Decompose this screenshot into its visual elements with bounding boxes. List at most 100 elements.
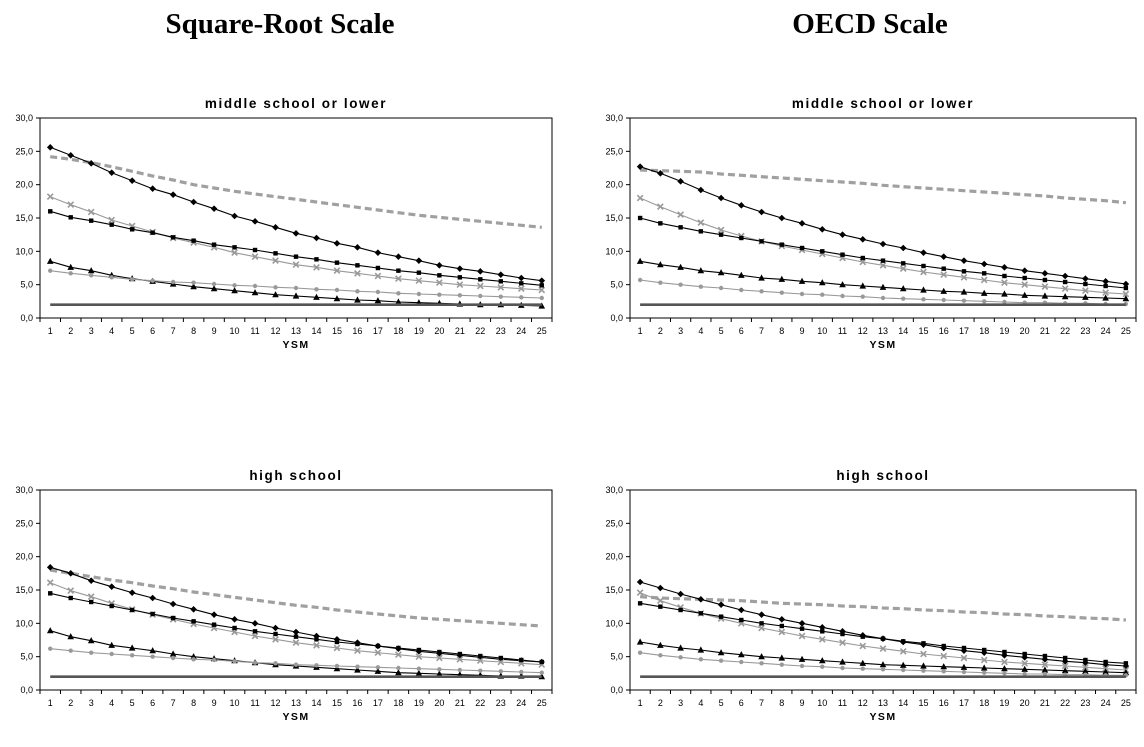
data-point-triangle [697, 646, 705, 653]
data-point-triangle [354, 296, 361, 303]
data-point-dot [982, 670, 987, 675]
data-point-dot [150, 278, 155, 283]
data-point-square [718, 232, 724, 237]
data-point-triangle [210, 285, 218, 292]
data-point-square [375, 265, 381, 271]
x-tick-label: 20 [1020, 698, 1030, 708]
data-point-diamond [1041, 270, 1049, 277]
data-point-square [89, 599, 94, 605]
data-point-diamond [1001, 264, 1008, 271]
data-point-dot [314, 287, 319, 292]
series-line-x-gray [50, 582, 542, 666]
data-point-square [293, 634, 299, 639]
data-point-diamond [677, 590, 684, 598]
x-tick-label: 12 [271, 698, 281, 708]
data-point-x [1021, 659, 1029, 667]
data-point-dot [840, 665, 845, 671]
data-point-dot [129, 277, 135, 282]
x-tick-label: 19 [999, 326, 1009, 336]
data-point-dot [961, 669, 967, 675]
y-tick-label: 20,0 [605, 180, 623, 190]
data-point-diamond [169, 600, 177, 608]
x-tick-label: 19 [414, 698, 424, 708]
data-point-x [758, 624, 765, 632]
data-point-dot [519, 295, 524, 300]
x-tick-label: 5 [130, 326, 135, 336]
data-point-triangle [1021, 291, 1028, 298]
data-point-x [1122, 290, 1130, 298]
data-point-diamond [436, 262, 443, 269]
series-line-dashed-gray [639, 595, 1127, 622]
data-point-square [273, 251, 278, 256]
data-point-diamond [980, 260, 988, 268]
data-point-diamond [333, 240, 341, 247]
data-point-square [1022, 275, 1027, 281]
data-point-diamond [657, 584, 664, 592]
data-point-dot [539, 670, 544, 675]
data-point-dot [293, 662, 299, 667]
chart-title: high school [249, 468, 342, 483]
data-point-dot [739, 287, 744, 293]
data-point-square [658, 221, 663, 226]
data-point-square [437, 649, 442, 655]
data-point-dot [232, 283, 237, 288]
data-point-square [109, 222, 114, 227]
y-tick-label: 25,0 [15, 146, 33, 156]
data-point-diamond [818, 226, 826, 233]
data-point-x [636, 194, 644, 202]
data-point-x [87, 208, 95, 216]
data-point-diamond [149, 185, 156, 192]
data-point-dot [658, 653, 663, 658]
x-tick-label: 15 [918, 698, 928, 708]
x-tick-label: 8 [191, 698, 196, 708]
data-point-triangle [231, 287, 238, 294]
x-tick-label: 3 [678, 698, 683, 708]
data-point-square [1123, 661, 1129, 666]
x-tick-label: 1 [48, 698, 53, 708]
data-point-triangle [395, 298, 402, 305]
data-point-dot [498, 669, 503, 674]
data-point-square [840, 252, 845, 257]
data-point-dot [901, 667, 906, 673]
data-point-square [355, 641, 360, 647]
data-point-dot [437, 667, 442, 672]
data-point-diamond [395, 253, 402, 260]
data-point-square [1123, 285, 1129, 291]
data-point-x [292, 639, 300, 647]
y-tick-label: 5,0 [610, 280, 623, 290]
data-point-x [879, 645, 887, 653]
data-point-diamond [456, 265, 464, 272]
data-point-triangle [292, 292, 300, 299]
x-axis-label: YSM [870, 711, 897, 723]
x-tick-label: 15 [332, 326, 342, 336]
data-point-dot [89, 273, 94, 278]
x-tick-label: 19 [414, 326, 424, 336]
data-point-x [818, 635, 826, 643]
data-point-square [519, 281, 524, 286]
series-line-triangle-black [50, 260, 542, 307]
x-tick-label: 25 [537, 698, 547, 708]
data-point-dot [273, 661, 278, 666]
data-point-square [273, 631, 278, 637]
data-point-square [1002, 273, 1007, 279]
data-point-triangle [839, 658, 846, 665]
data-point-triangle [697, 267, 705, 274]
data-point-diamond [190, 198, 197, 206]
y-tick-label: 30,0 [15, 485, 33, 495]
data-point-diamond [272, 224, 279, 231]
chart-title: middle school or lower [205, 96, 387, 111]
x-tick-label: 16 [352, 326, 362, 336]
data-point-x [677, 211, 684, 219]
data-point-diamond [272, 624, 279, 632]
data-point-square [982, 647, 987, 653]
data-point-diamond [1021, 267, 1028, 274]
data-point-square [941, 643, 946, 649]
data-point-triangle [636, 638, 644, 645]
x-tick-label: 24 [1101, 326, 1111, 336]
x-tick-label: 9 [212, 326, 217, 336]
data-point-triangle [1041, 292, 1049, 299]
data-point-dot [658, 280, 663, 285]
data-point-square [252, 629, 258, 634]
data-point-x [476, 657, 484, 665]
x-tick-label: 25 [537, 326, 547, 336]
